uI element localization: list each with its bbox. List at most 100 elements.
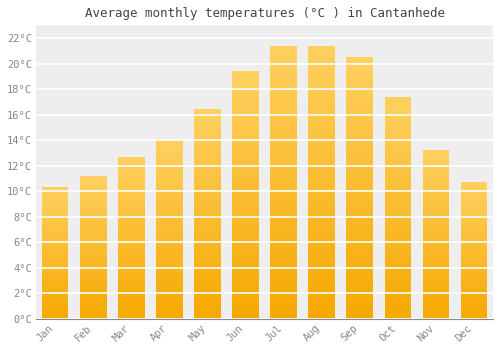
Bar xyxy=(194,248,221,251)
Bar xyxy=(232,269,259,272)
Bar xyxy=(232,247,259,251)
Bar xyxy=(42,210,68,212)
Bar xyxy=(384,130,411,133)
Bar xyxy=(308,131,335,134)
Bar xyxy=(346,155,373,159)
Bar xyxy=(156,276,182,278)
Bar xyxy=(80,306,106,308)
Bar xyxy=(384,138,411,141)
Bar xyxy=(422,281,450,283)
Bar xyxy=(460,289,487,291)
Bar xyxy=(80,270,106,272)
Bar xyxy=(118,211,144,213)
Bar xyxy=(422,249,450,251)
Bar xyxy=(422,308,450,310)
Bar xyxy=(422,258,450,260)
Bar xyxy=(384,116,411,119)
Bar xyxy=(422,205,450,207)
Bar xyxy=(80,220,106,222)
Bar xyxy=(80,295,106,297)
Bar xyxy=(194,198,221,201)
Bar xyxy=(384,266,411,269)
Bar xyxy=(308,298,335,301)
Bar xyxy=(384,277,411,280)
Bar xyxy=(270,107,297,111)
Bar xyxy=(422,222,450,224)
Bar xyxy=(42,263,68,264)
Bar xyxy=(460,308,487,310)
Bar xyxy=(422,207,450,209)
Bar xyxy=(156,160,182,162)
Bar xyxy=(460,276,487,278)
Bar xyxy=(384,224,411,227)
Bar xyxy=(156,294,182,296)
Bar xyxy=(346,194,373,198)
Bar xyxy=(42,192,68,194)
Bar xyxy=(194,110,221,112)
Bar xyxy=(384,177,411,180)
Bar xyxy=(80,274,106,276)
Bar xyxy=(346,204,373,208)
Bar xyxy=(308,165,335,168)
Bar xyxy=(422,171,450,173)
Bar xyxy=(118,207,144,209)
Bar xyxy=(346,270,373,273)
Bar xyxy=(384,158,411,160)
Bar xyxy=(346,201,373,204)
Bar xyxy=(422,156,450,159)
Bar xyxy=(270,165,297,168)
Bar xyxy=(460,218,487,220)
Bar xyxy=(232,105,259,108)
Bar xyxy=(80,260,106,261)
Bar xyxy=(156,270,182,272)
Bar xyxy=(156,200,182,203)
Bar xyxy=(270,155,297,158)
Bar xyxy=(232,281,259,285)
Bar xyxy=(270,278,297,281)
Bar xyxy=(232,207,259,210)
Bar xyxy=(422,270,450,272)
Bar xyxy=(308,308,335,312)
Bar xyxy=(270,131,297,134)
Bar xyxy=(384,238,411,241)
Bar xyxy=(422,228,450,230)
Bar xyxy=(80,245,106,247)
Bar xyxy=(422,260,450,262)
Bar xyxy=(270,288,297,291)
Bar xyxy=(194,308,221,311)
Bar xyxy=(118,241,144,244)
Bar xyxy=(384,119,411,122)
Bar xyxy=(42,246,68,248)
Bar xyxy=(422,245,450,247)
Bar xyxy=(42,310,68,312)
Bar xyxy=(460,312,487,314)
Bar xyxy=(308,182,335,186)
Bar xyxy=(232,210,259,214)
Bar xyxy=(194,298,221,300)
Bar xyxy=(270,291,297,295)
Bar xyxy=(232,108,259,111)
Bar xyxy=(346,296,373,299)
Bar xyxy=(270,134,297,138)
Bar xyxy=(118,300,144,302)
Bar xyxy=(270,295,297,298)
Bar xyxy=(194,295,221,298)
Bar xyxy=(118,252,144,254)
Bar xyxy=(118,313,144,315)
Bar xyxy=(384,99,411,102)
Bar xyxy=(384,155,411,158)
Bar xyxy=(384,255,411,258)
Bar xyxy=(156,258,182,260)
Bar xyxy=(422,184,450,186)
Bar xyxy=(422,226,450,228)
Bar xyxy=(346,276,373,279)
Bar xyxy=(232,130,259,133)
Bar xyxy=(118,159,144,161)
Bar xyxy=(42,268,68,269)
Bar xyxy=(346,266,373,270)
Bar xyxy=(346,286,373,289)
Bar xyxy=(232,133,259,136)
Bar xyxy=(118,173,144,175)
Bar xyxy=(384,260,411,263)
Bar xyxy=(118,215,144,217)
